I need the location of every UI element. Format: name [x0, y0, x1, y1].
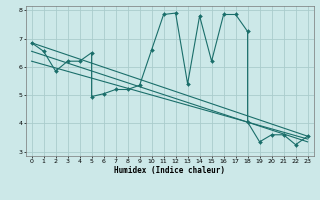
X-axis label: Humidex (Indice chaleur): Humidex (Indice chaleur): [114, 166, 225, 175]
